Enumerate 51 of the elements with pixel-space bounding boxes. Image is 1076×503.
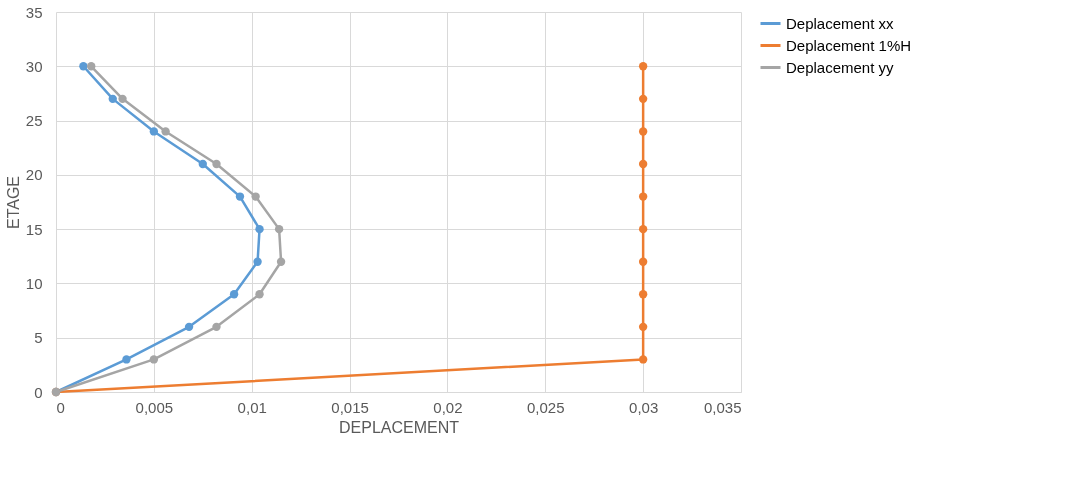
point bbox=[638, 127, 648, 136]
x-tick-label: 0,025 bbox=[527, 398, 565, 416]
point bbox=[251, 192, 260, 201]
x-tick-label: 0,01 bbox=[237, 398, 267, 416]
point bbox=[118, 94, 127, 104]
point bbox=[274, 224, 284, 234]
point bbox=[638, 257, 648, 266]
point bbox=[87, 62, 96, 71]
x-tick-label: 0,005 bbox=[135, 398, 174, 416]
point bbox=[253, 257, 262, 266]
point bbox=[638, 290, 648, 299]
point bbox=[149, 127, 159, 136]
x-tick-label: 0,015 bbox=[331, 398, 369, 416]
y-tick-label: 25 bbox=[25, 112, 43, 130]
point bbox=[79, 62, 88, 71]
y-tick-label: 0 bbox=[34, 383, 43, 401]
y-tick-label: 10 bbox=[25, 274, 43, 292]
point bbox=[229, 290, 239, 299]
y-tick-label: 20 bbox=[25, 166, 43, 184]
point bbox=[161, 127, 170, 136]
y-tick-label: 35 bbox=[25, 3, 43, 21]
point bbox=[638, 355, 648, 364]
point bbox=[108, 94, 117, 104]
x-axis-title: DEPLACEMENT bbox=[338, 418, 460, 436]
legend-label: Deplacement 1%H bbox=[786, 36, 912, 54]
y-axis-title: ETAGE bbox=[4, 175, 22, 230]
y-tick-label: 15 bbox=[25, 220, 43, 238]
point bbox=[638, 224, 648, 234]
point bbox=[184, 322, 194, 332]
point bbox=[122, 355, 131, 364]
point bbox=[638, 322, 648, 332]
point bbox=[638, 192, 648, 201]
point bbox=[638, 159, 648, 169]
point bbox=[212, 159, 221, 169]
point bbox=[255, 290, 264, 299]
point bbox=[276, 257, 286, 266]
point bbox=[255, 224, 264, 234]
legend-label: Deplacement yy bbox=[786, 58, 895, 76]
y-tick-label: 5 bbox=[34, 329, 43, 347]
x-tick-label: 0,02 bbox=[433, 398, 463, 416]
x-tick-label: 0,03 bbox=[629, 398, 659, 416]
point bbox=[638, 62, 648, 71]
point bbox=[212, 322, 221, 332]
x-tick-label: 0,035 bbox=[703, 398, 742, 416]
y-tick-label: 30 bbox=[25, 57, 43, 75]
point bbox=[149, 355, 159, 364]
point bbox=[235, 192, 245, 201]
point bbox=[638, 94, 648, 104]
point bbox=[198, 159, 207, 169]
x-tick-label: 0 bbox=[56, 398, 65, 416]
legend-label: Deplacement xx bbox=[786, 14, 895, 32]
